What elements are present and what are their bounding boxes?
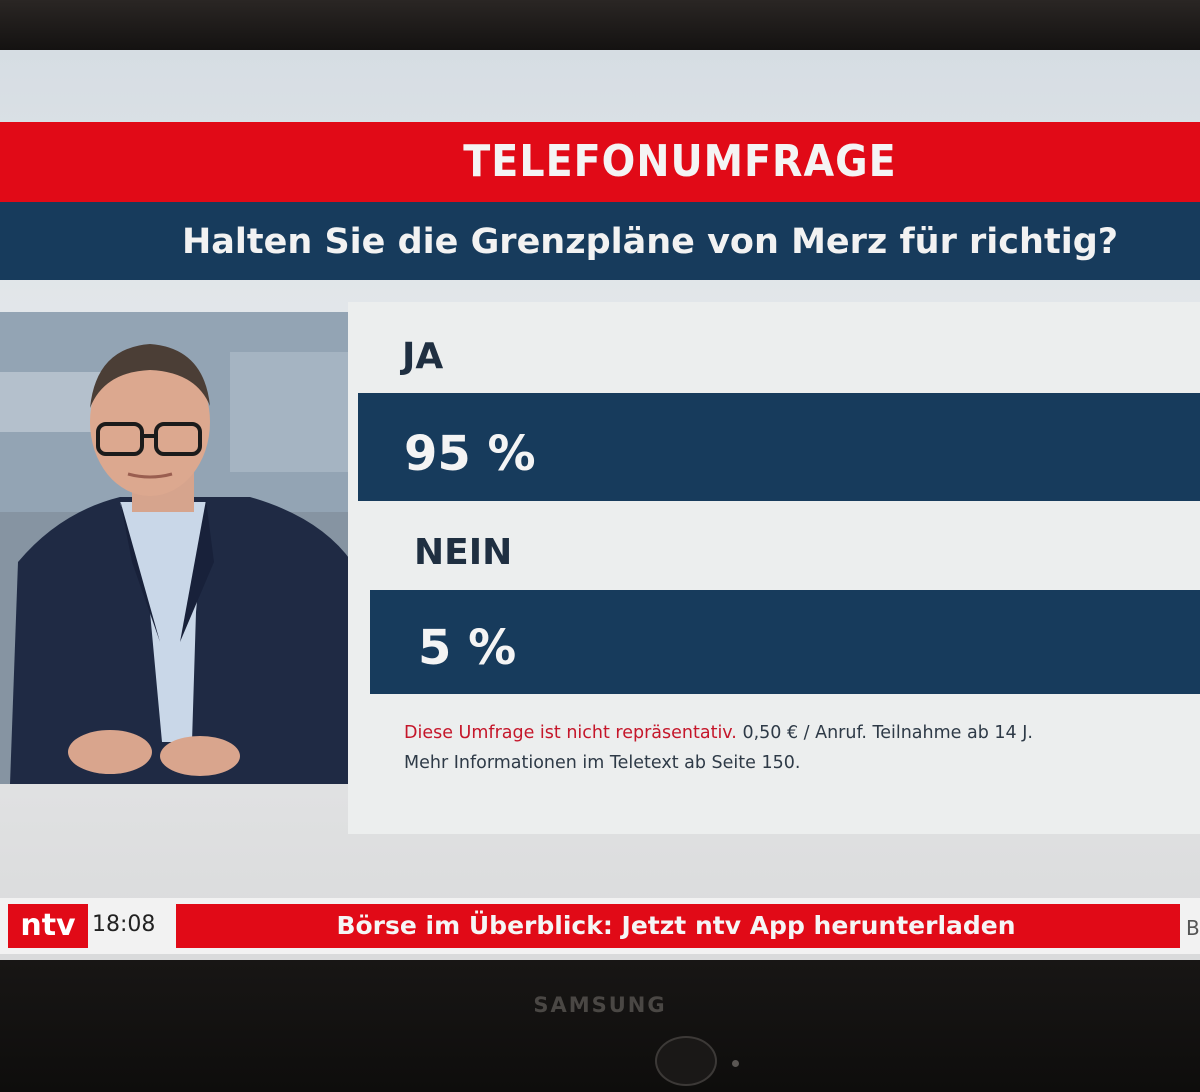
poll-title: TELEFONUMFRAGE xyxy=(463,136,897,187)
clock: 18:08 xyxy=(92,912,156,937)
disclaimer: Diese Umfrage ist nicht repräsentativ. 0… xyxy=(404,718,1184,778)
question-bar xyxy=(0,202,1200,280)
presenter-photo xyxy=(0,312,368,784)
tv-bezel-top xyxy=(0,0,1200,50)
ticker-bar xyxy=(176,904,1180,948)
option-label-ja: JA xyxy=(402,336,444,377)
disclaimer-cost: 0,50 € / Anruf. Teilnahme ab 14 J. xyxy=(736,723,1033,743)
presenter-illustration xyxy=(0,312,368,784)
result-bar-nein xyxy=(370,590,1200,694)
tv-bezel-bottom xyxy=(0,960,1200,1092)
results-panel xyxy=(348,302,1200,834)
result-bar-ja xyxy=(358,393,1200,501)
disclaimer-more-info: Mehr Informationen im Teletext ab Seite … xyxy=(404,753,801,773)
disclaimer-line-1: Diese Umfrage ist nicht repräsentativ. 0… xyxy=(404,718,1184,748)
ticker-next-fragment: B xyxy=(1186,916,1200,940)
ntv-logo: ntv xyxy=(8,904,88,948)
disclaimer-warning: Diese Umfrage ist nicht repräsentativ. xyxy=(404,723,737,743)
power-button[interactable] xyxy=(655,1036,717,1086)
power-led xyxy=(732,1060,739,1067)
result-value-nein: 5 % xyxy=(418,620,517,676)
option-label-nein: NEIN xyxy=(414,532,513,573)
tv-brand-logo: SAMSUNG xyxy=(533,993,667,1017)
ticker-text: Börse im Überblick: Jetzt ntv App herunt… xyxy=(336,911,1016,940)
result-value-ja: 95 % xyxy=(404,426,536,482)
poll-question: Halten Sie die Grenzpläne von Merz für r… xyxy=(182,222,1119,262)
tv-screen: TELEFONUMFRAGE Halten Sie die Grenzpläne… xyxy=(0,50,1200,960)
